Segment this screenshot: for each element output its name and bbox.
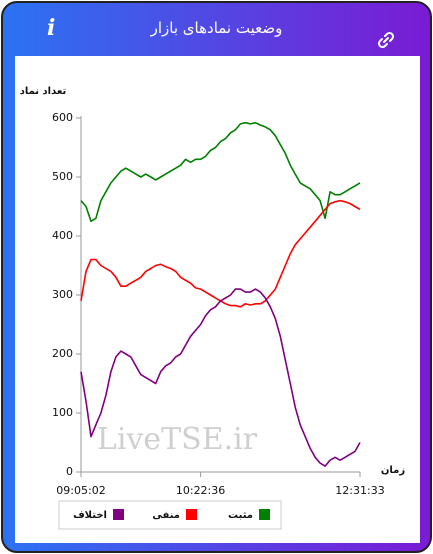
header: i وضعیت نمادهای بازار [3,3,430,55]
watermark: LiveTSE.ir [97,422,258,457]
x-axis-title: زمان [381,465,405,476]
y-tick-label: 400 [52,229,73,242]
legend-swatch [113,509,124,520]
y-tick-label: 300 [52,288,73,301]
series-line [80,288,361,467]
x-tick-label: 09:05:02 [56,484,105,497]
legend-swatch [186,509,197,520]
series-line [80,199,361,308]
legend-label: اختلاف [73,510,107,521]
legend-swatch [259,509,270,520]
y-tick-label: 600 [52,111,73,124]
legend-box [58,500,282,530]
y-tick-label: 0 [66,465,73,478]
legend-label: منفی [152,510,180,521]
y-tick-label: 500 [52,170,73,183]
x-tick-label: 10:22:36 [176,484,225,497]
x-tick-label: 12:31:33 [335,484,384,497]
panel: تعداد نماد زمان LiveTSE.ir 0 100 200 300 400… [15,56,420,543]
header-title: وضعیت نمادهای بازار [150,19,283,37]
chart: تعداد نماد زمان LiveTSE.ir 0 100 200 300 400… [20,86,405,530]
series-line [80,121,361,223]
legend-label: مثبت [228,510,253,521]
y-axis-title: تعداد نماد [20,86,67,97]
y-tick-label: 200 [52,347,73,360]
link-icon[interactable] [377,31,395,49]
info-button[interactable]: i [47,15,56,41]
y-tick-label: 100 [52,406,73,419]
